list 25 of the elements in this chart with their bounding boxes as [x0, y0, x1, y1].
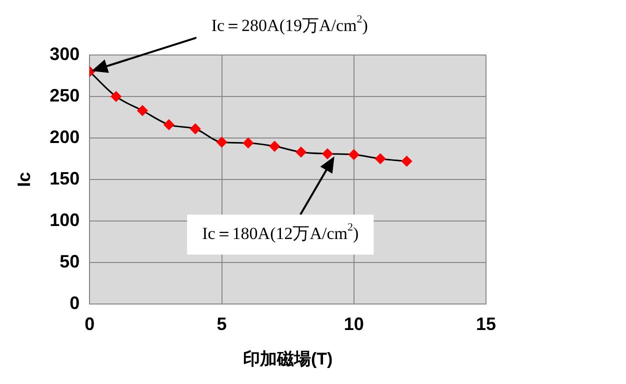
point [348, 149, 360, 160]
y-tick-label: 100 [50, 210, 80, 230]
point [242, 138, 254, 148]
point [401, 156, 412, 166]
y-tick-label: 300 [50, 44, 80, 64]
y-tick-label: 150 [50, 168, 80, 188]
y-tick-label: 250 [50, 85, 80, 106]
point [322, 148, 333, 160]
point [164, 119, 174, 130]
point [269, 141, 280, 152]
y-axis-title: Ic [14, 172, 34, 188]
x-tick-label: 5 [216, 314, 227, 334]
point [190, 124, 201, 134]
point [137, 105, 148, 116]
x-axis-title: 印加磁場(T) [242, 349, 333, 368]
x-tick-label: 10 [344, 314, 364, 334]
point [296, 146, 306, 158]
y-tick-label: 0 [70, 292, 80, 313]
x-tick-label: 0 [84, 314, 95, 334]
y-tick-label: 50 [60, 251, 80, 272]
point [375, 154, 386, 164]
y-tick-label: 200 [50, 126, 80, 147]
point [216, 136, 228, 148]
point [110, 91, 122, 102]
x-tick-label: 15 [476, 314, 496, 334]
